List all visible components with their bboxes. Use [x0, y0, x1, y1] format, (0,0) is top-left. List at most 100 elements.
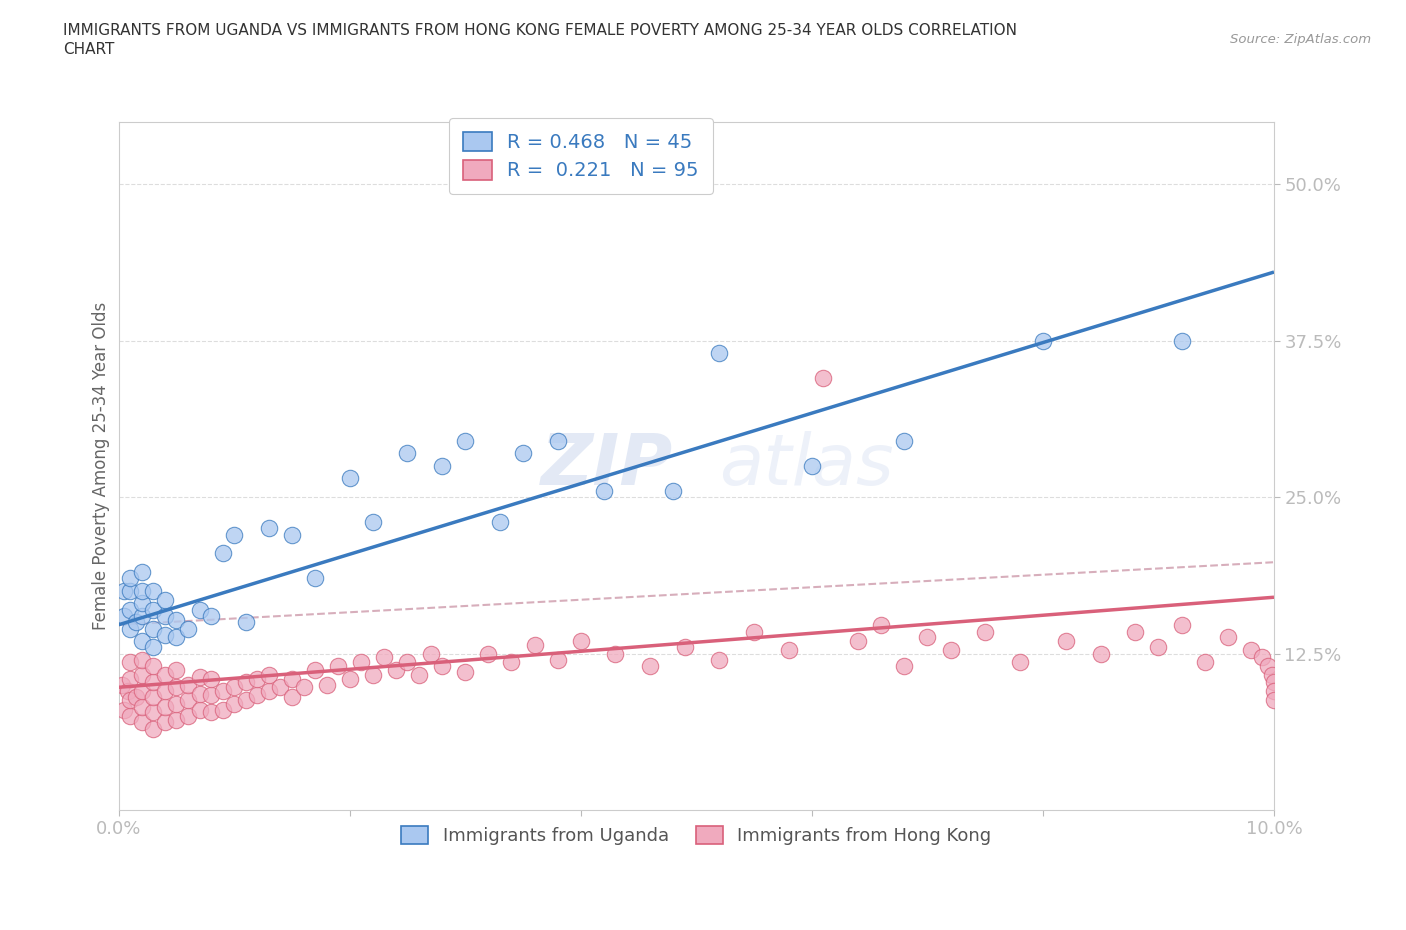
Point — [1194, 655, 1216, 670]
Point — [304, 662, 326, 677]
Legend: Immigrants from Uganda, Immigrants from Hong Kong: Immigrants from Uganda, Immigrants from … — [394, 818, 998, 853]
Point — [188, 702, 211, 717]
Point — [361, 668, 384, 683]
Point — [142, 658, 165, 673]
Point — [1263, 675, 1285, 690]
Point — [224, 680, 246, 695]
Point — [547, 433, 569, 448]
Point — [235, 615, 257, 630]
Point — [200, 608, 222, 623]
Point — [477, 646, 499, 661]
Point — [142, 675, 165, 690]
Point — [200, 671, 222, 686]
Point — [114, 702, 136, 717]
Point — [153, 592, 176, 607]
Point — [153, 608, 176, 623]
Point — [1032, 333, 1054, 348]
Point — [165, 612, 187, 627]
Point — [638, 658, 661, 673]
Point — [396, 655, 419, 670]
Point — [142, 621, 165, 636]
Point — [165, 630, 187, 644]
Point — [430, 658, 453, 673]
Point — [350, 655, 373, 670]
Point — [125, 615, 148, 630]
Point — [523, 637, 546, 652]
Point — [430, 458, 453, 473]
Point — [120, 671, 142, 686]
Point — [165, 680, 187, 695]
Point — [328, 658, 350, 673]
Point — [120, 692, 142, 707]
Point — [1251, 650, 1274, 665]
Point — [131, 668, 153, 683]
Point — [870, 618, 893, 632]
Point — [153, 628, 176, 643]
Point — [142, 690, 165, 705]
Point — [454, 433, 477, 448]
Point — [257, 684, 280, 698]
Point — [200, 687, 222, 702]
Point — [131, 700, 153, 715]
Point — [114, 583, 136, 598]
Point — [188, 603, 211, 618]
Point — [200, 705, 222, 720]
Point — [120, 583, 142, 598]
Point — [662, 484, 685, 498]
Point — [142, 640, 165, 655]
Point — [709, 652, 731, 667]
Point — [315, 677, 337, 692]
Text: CHART: CHART — [63, 42, 115, 57]
Text: Source: ZipAtlas.com: Source: ZipAtlas.com — [1230, 33, 1371, 46]
Point — [1170, 333, 1192, 348]
Point — [1008, 655, 1031, 670]
Point — [1216, 630, 1239, 644]
Point — [339, 471, 361, 485]
Point — [454, 665, 477, 680]
Point — [605, 646, 627, 661]
Point — [673, 640, 696, 655]
Point — [569, 633, 592, 648]
Point — [893, 433, 915, 448]
Point — [131, 633, 153, 648]
Point — [120, 655, 142, 670]
Point — [1260, 668, 1282, 683]
Point — [131, 583, 153, 598]
Point — [211, 546, 233, 561]
Point — [211, 702, 233, 717]
Text: atlas: atlas — [720, 432, 894, 500]
Point — [114, 608, 136, 623]
Point — [142, 603, 165, 618]
Point — [281, 690, 304, 705]
Point — [408, 668, 430, 683]
Point — [292, 680, 315, 695]
Point — [177, 677, 200, 692]
Point — [1090, 646, 1112, 661]
Point — [125, 690, 148, 705]
Point — [1125, 625, 1147, 640]
Point — [120, 571, 142, 586]
Point — [257, 668, 280, 683]
Point — [224, 697, 246, 711]
Point — [1147, 640, 1170, 655]
Point — [131, 684, 153, 698]
Point — [120, 621, 142, 636]
Point — [593, 484, 616, 498]
Point — [917, 630, 939, 644]
Point — [153, 700, 176, 715]
Point — [778, 643, 800, 658]
Point — [304, 571, 326, 586]
Point — [1257, 658, 1279, 673]
Point — [501, 655, 523, 670]
Point — [800, 458, 823, 473]
Point — [1054, 633, 1077, 648]
Point — [1263, 684, 1285, 698]
Point — [281, 671, 304, 686]
Point — [813, 371, 835, 386]
Point — [165, 697, 187, 711]
Point — [246, 687, 269, 702]
Point — [120, 709, 142, 724]
Point — [1240, 643, 1263, 658]
Text: IMMIGRANTS FROM UGANDA VS IMMIGRANTS FROM HONG KONG FEMALE POVERTY AMONG 25-34 Y: IMMIGRANTS FROM UGANDA VS IMMIGRANTS FRO… — [63, 23, 1018, 38]
Point — [131, 652, 153, 667]
